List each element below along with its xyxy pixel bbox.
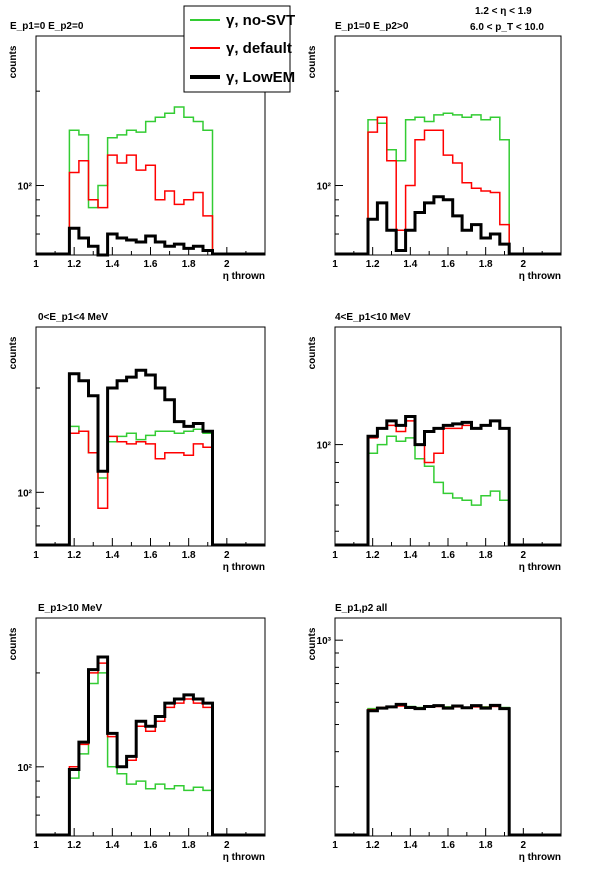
x-tick-label: 1.8 (479, 840, 493, 851)
panel-title: E_p1=0 E_p2>0 (335, 21, 409, 32)
x-tick-label: 1.2 (366, 840, 380, 851)
legend-label-default: γ, default (226, 40, 292, 57)
x-tick-label: 1.6 (144, 259, 158, 270)
y-tick-label: 10² (317, 181, 332, 192)
x-tick-label: 2 (521, 840, 527, 851)
eta-range-text: 1.2 < η < 1.9 (475, 6, 532, 17)
x-axis-title: η thrown (519, 852, 561, 863)
x-tick-label: 1.8 (479, 259, 493, 270)
series-line-lowem (36, 226, 265, 257)
x-tick-label: 1.8 (182, 259, 196, 270)
x-tick-label: 1.4 (105, 840, 119, 851)
x-tick-label: 2 (521, 259, 527, 270)
series-line-lowem (335, 702, 561, 837)
y-axis-title: counts (8, 336, 19, 369)
panel-title: E_p1,p2 all (335, 603, 387, 614)
x-tick-label: 1.8 (182, 550, 196, 561)
panel-4: 4<E_p1<10 MeV 1 1.2 1.4 1.6 1.8 2 10² η thrown co… (307, 312, 562, 573)
x-tick-label: 1.4 (105, 550, 119, 561)
series-line-nosvt (335, 435, 561, 546)
x-tick-label: 1 (332, 840, 338, 851)
x-axis-title: η thrown (223, 271, 265, 282)
x-tick-label: 1.6 (441, 840, 455, 851)
panel-title: E_p1>10 MeV (38, 603, 103, 614)
x-tick-label: 1.6 (144, 840, 158, 851)
y-tick-label: 10² (18, 181, 33, 192)
x-tick-label: 1.8 (182, 840, 196, 851)
y-axis-title: counts (8, 627, 19, 660)
legend-label-nosvt: γ, no-SVT (226, 12, 295, 29)
x-tick-label: 1 (33, 550, 39, 561)
x-tick-label: 2 (521, 550, 527, 561)
legend: γ, no-SVT γ, default γ, LowEM (183, 5, 295, 93)
x-tick-label: 1.2 (67, 840, 81, 851)
x-tick-label: 1.6 (441, 550, 455, 561)
x-tick-label: 1.8 (479, 550, 493, 561)
x-tick-label: 1.4 (403, 840, 417, 851)
kinematic-cuts: 1.2 < η < 1.9 6.0 < p_T < 10.0 (470, 6, 544, 33)
y-tick-label: 10² (18, 763, 33, 774)
series-line-lowem (335, 415, 561, 547)
panel-6: E_p1,p2 all 1 1.2 1.4 1.6 1.8 2 10³ η thrown coun… (307, 603, 562, 863)
x-tick-label: 1.4 (403, 259, 417, 270)
series-line-lowem (36, 655, 265, 837)
series-line-default (36, 430, 265, 546)
panel-2: E_p1=0 E_p2>0 1 1.2 1.4 1.6 1.8 2 10² η thrown co… (307, 21, 562, 282)
x-tick-label: 1.2 (366, 550, 380, 561)
x-axis-title: η thrown (519, 562, 561, 573)
y-axis-title: counts (307, 336, 318, 369)
x-tick-label: 1.6 (441, 259, 455, 270)
x-tick-label: 1 (332, 259, 338, 270)
y-tick-label: 10³ (317, 636, 332, 647)
series-line-lowem (335, 195, 561, 256)
y-axis-title: counts (8, 45, 19, 78)
x-tick-label: 2 (224, 840, 230, 851)
y-axis-title: counts (307, 627, 318, 660)
legend-label-lowem: γ, LowEM (226, 69, 295, 86)
panel-title: 0<E_p1<4 MeV (38, 312, 108, 323)
series-line-lowem (36, 368, 265, 547)
y-tick-label: 10² (18, 488, 33, 499)
x-tick-label: 1 (332, 550, 338, 561)
x-tick-label: 1.4 (105, 259, 119, 270)
panel-title: 4<E_p1<10 MeV (335, 312, 411, 323)
series-line-default (335, 116, 561, 255)
x-tick-label: 1 (33, 259, 39, 270)
x-tick-label: 1.2 (67, 550, 81, 561)
x-tick-label: 1.2 (67, 259, 81, 270)
x-tick-label: 2 (224, 259, 230, 270)
panel-3: 0<E_p1<4 MeV 1 1.2 1.4 1.6 1.8 2 10² η thrown cou… (8, 312, 266, 573)
pt-range-text: 6.0 < p_T < 10.0 (470, 22, 544, 33)
y-axis-title: counts (307, 45, 318, 78)
x-axis-title: η thrown (519, 271, 561, 282)
x-tick-label: 1.6 (144, 550, 158, 561)
series-line-default (36, 154, 265, 255)
y-tick-label: 10² (317, 441, 332, 452)
x-axis-title: η thrown (223, 852, 265, 863)
plot-frame (35, 326, 266, 547)
x-tick-label: 1 (33, 840, 39, 851)
x-tick-label: 1.2 (366, 259, 380, 270)
x-axis-title: η thrown (223, 562, 265, 573)
panel-5: E_p1>10 MeV 1 1.2 1.4 1.6 1.8 2 10² η thrown coun… (8, 603, 266, 863)
panels-container: E_p1=0 E_p2=0 1 1.2 1.4 1.6 1.8 2 10² η thrown co… (8, 21, 562, 863)
x-tick-label: 1.4 (403, 550, 417, 561)
plot-frame (334, 617, 562, 837)
x-tick-label: 2 (224, 550, 230, 561)
panel-title: E_p1=0 E_p2=0 (10, 21, 84, 32)
